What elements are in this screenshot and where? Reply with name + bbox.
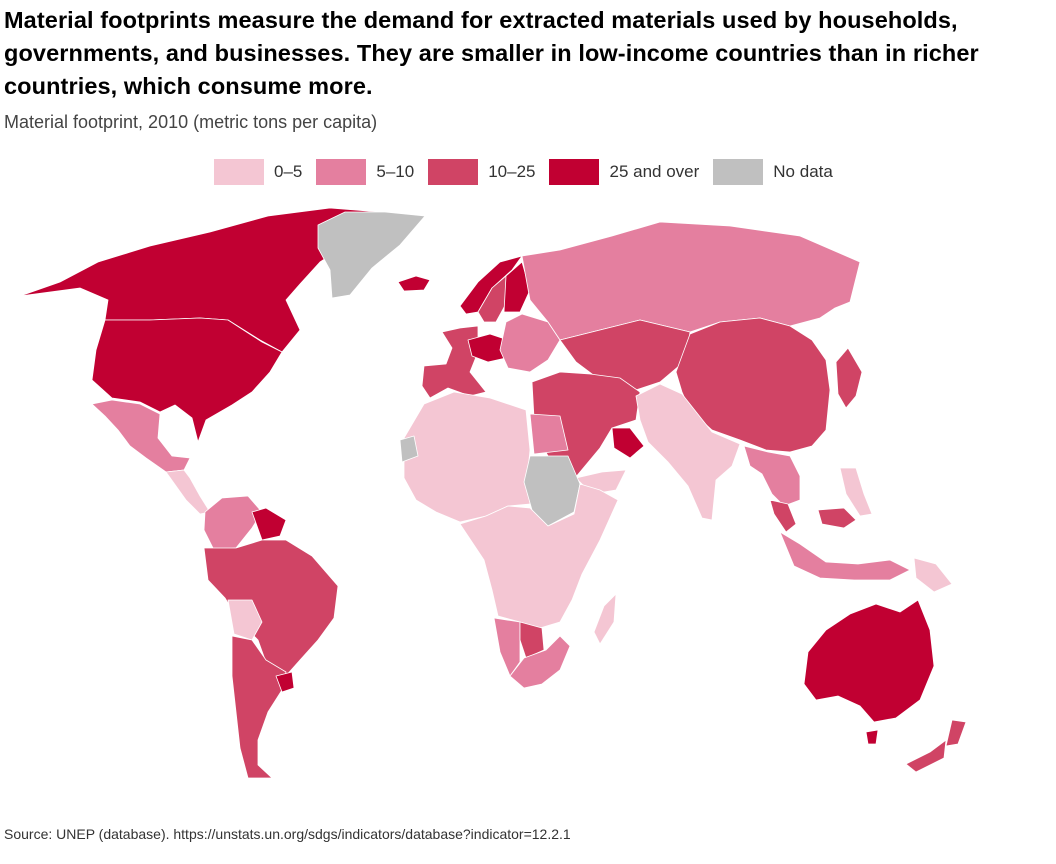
region-uruguay	[275, 671, 295, 693]
region-north-africa	[403, 391, 531, 523]
region-chile-argentina	[231, 635, 287, 779]
legend-item-5-10: 5–10	[316, 159, 414, 185]
region-south-africa	[509, 635, 571, 689]
region-sudan	[523, 455, 581, 527]
legend-swatch	[549, 159, 600, 185]
region-guyana-suriname	[251, 507, 287, 541]
region-malaysia	[769, 499, 857, 533]
region-australia	[803, 599, 935, 745]
world-map	[19, 207, 967, 779]
region-eastern-europe	[499, 313, 561, 373]
region-namibia	[493, 617, 521, 677]
legend-label: 0–5	[274, 162, 303, 181]
legend-label: 25 and over	[609, 162, 700, 181]
region-brazil-peru	[203, 539, 339, 679]
region-united-states	[91, 317, 283, 443]
region-bolivia	[227, 599, 263, 641]
region-new-zealand	[905, 719, 967, 773]
region-south-asia	[635, 383, 741, 521]
region-greenland	[317, 211, 426, 299]
legend-item-0-5: 0–5	[214, 159, 302, 185]
legend-label: No data	[773, 162, 833, 181]
region-colombia-venezuela	[203, 495, 263, 551]
region-southeast-asia	[743, 445, 801, 507]
region-sub-saharan-africa	[459, 483, 619, 629]
region-iceland	[397, 275, 431, 292]
legend-swatch	[428, 159, 479, 185]
region-papua-new-guinea	[913, 557, 953, 593]
region-mexico	[91, 399, 191, 473]
region-norway	[459, 255, 523, 315]
region-philippines	[839, 467, 873, 517]
legend-item-no-data: No data	[713, 159, 833, 185]
legend-label: 10–25	[488, 162, 536, 181]
legend-item-10-25: 10–25	[428, 159, 535, 185]
region-western-sahara	[399, 435, 419, 463]
region-western-europe	[421, 325, 487, 399]
legend-swatch	[214, 159, 264, 185]
legend-swatch	[713, 159, 764, 185]
region-finland	[503, 261, 531, 313]
region-egypt	[529, 413, 569, 455]
legend-swatch	[316, 159, 367, 185]
page-title: Material footprints measure the demand f…	[4, 7, 979, 99]
region-russia	[521, 221, 861, 341]
legend: 0–5 5–10 10–25 25 and over No data	[214, 158, 847, 186]
source-note: Source: UNEP (database). https://unstats…	[4, 826, 571, 842]
region-madagascar	[593, 593, 617, 645]
region-korea-japan	[835, 347, 863, 409]
region-indonesia	[779, 531, 911, 581]
region-gulf-states	[611, 427, 645, 459]
map-subtitle: Material footprint, 2010 (metric tons pe…	[4, 112, 378, 132]
region-central-america	[165, 469, 211, 515]
legend-item-25-and-over: 25 and over	[549, 159, 699, 185]
legend-label: 5–10	[376, 162, 415, 181]
